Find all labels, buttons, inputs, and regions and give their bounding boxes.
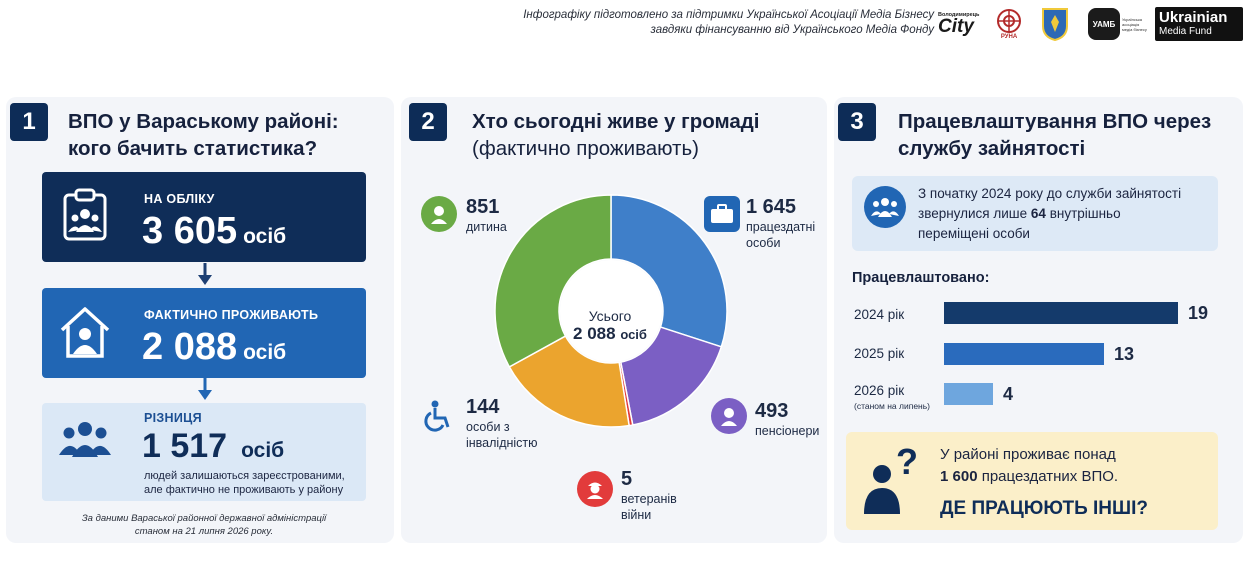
donut-center-label: Усього	[588, 308, 632, 324]
svg-text:?: ?	[896, 441, 918, 482]
house-person-icon	[60, 307, 110, 358]
runa-logo: РУНА	[994, 6, 1024, 42]
info-box: З початку 2024 року до служби зайнятості…	[852, 176, 1218, 251]
bar-label-2025: 2025 рік	[854, 346, 905, 361]
disabled-label: 144 особи з інвалідністю	[466, 396, 538, 450]
briefcase-icon	[704, 196, 740, 232]
difference-box: РІЗНИЦЯ 1 517 осіб людей залишаються заре…	[42, 403, 366, 501]
question-box: ? У районі проживає понад 1 600 працезда…	[846, 432, 1218, 530]
volodymyrets-city-logo: Володимирець City	[938, 12, 980, 37]
bar-label-2024: 2024 рік	[854, 307, 905, 322]
registered-value: 3 605 осіб	[142, 210, 287, 252]
pensioner-icon	[711, 398, 747, 434]
difference-note: людей залишаються зареєстрованими, але ф…	[144, 470, 345, 496]
ukrainian-media-fund-logo: Ukrainian Media Fund	[1155, 7, 1243, 41]
bar-2	[944, 343, 1104, 365]
employed-heading: Працевлаштовано:	[852, 270, 990, 286]
credit-line-1: Інфографіку підготовлено за підтримки Ук…	[523, 9, 934, 21]
question-cta: ДЕ ПРАЦЮЮТЬ ІНШІ?	[940, 498, 1148, 519]
person-question-icon: ?	[864, 441, 918, 514]
bar-3	[944, 383, 993, 405]
registered-label: НА ОБЛІКУ	[144, 192, 215, 206]
pensioners-label: 493 пенсіонери	[755, 400, 820, 438]
panel2-title: Хто сьогодні живе у громаді (фактично пр…	[472, 110, 760, 160]
actual-value: 2 088 осіб	[142, 326, 287, 368]
donut-center-value: 2 088 осіб	[573, 324, 647, 343]
panel3-number-badge: 3	[838, 103, 876, 141]
uamb-logo: УАМБ Українська асоціація медіа бізнесу	[1088, 6, 1148, 42]
runa-emblem-icon	[997, 9, 1021, 33]
bar-1	[944, 302, 1178, 324]
child-label: 851 дитина	[466, 196, 507, 234]
bar-value-3: 4	[1003, 384, 1014, 404]
wheelchair-icon	[420, 398, 456, 434]
info-text: З початку 2024 року до служби зайнятості…	[918, 186, 1182, 241]
registered-box: НА ОБЛІКУ 3 605 осіб	[42, 172, 366, 262]
people-group-icon	[59, 422, 111, 457]
credit-line-2: завдяки фінансуванню від Українського Ме…	[650, 24, 935, 36]
coat-of-arms-logo	[1038, 6, 1072, 42]
donut-center: Усього 2 088 осіб	[540, 308, 680, 344]
actual-label: ФАКТИЧНО ПРОЖИВАЮТЬ	[144, 308, 319, 322]
difference-value: 1 517 осіб	[142, 427, 285, 465]
panel1-title: ВПО у Вараському районі: кого бачить ста…	[68, 110, 339, 160]
source-note: За даними Вараської районної державної а…	[81, 513, 327, 537]
donut-slice-5	[494, 194, 612, 368]
credit-text: Інфографіку підготовлено за підтримки Ук…	[440, 8, 934, 38]
bar-value-1: 19	[1188, 303, 1209, 323]
panel2-number-badge: 2	[409, 103, 447, 141]
donut-slice-1	[610, 194, 728, 348]
difference-label: РІЗНИЦЯ	[144, 411, 202, 425]
bar-value-2: 13	[1114, 344, 1135, 364]
arrow-down-icon	[198, 263, 212, 285]
workers-label: 1 645 працездатні особи	[746, 196, 816, 250]
panel3-title: Працевлаштування ВПО через службу зайнят…	[898, 110, 1212, 160]
donut-hole	[560, 260, 662, 362]
question-text: У районі проживає понад 1 600 працездатн…	[940, 446, 1119, 485]
bar-label-2026: 2026 рік	[854, 383, 905, 398]
people-group-icon	[864, 186, 906, 228]
donut-chart	[494, 194, 728, 428]
bar-label-2026-note: (станом на липень)	[854, 401, 931, 411]
actual-box: ФАКТИЧНО ПРОЖИВАЮТЬ 2 088 осіб	[42, 288, 366, 378]
clipboard-people-icon	[63, 188, 107, 241]
panel1-number-badge: 1	[10, 103, 48, 141]
veterans-label: 5 ветеранів війни	[621, 468, 677, 522]
coat-of-arms-icon	[1042, 8, 1068, 42]
donut-slice-4	[508, 335, 631, 428]
child-icon	[421, 196, 457, 232]
veteran-icon	[577, 471, 613, 507]
arrow-down-icon	[198, 378, 212, 400]
